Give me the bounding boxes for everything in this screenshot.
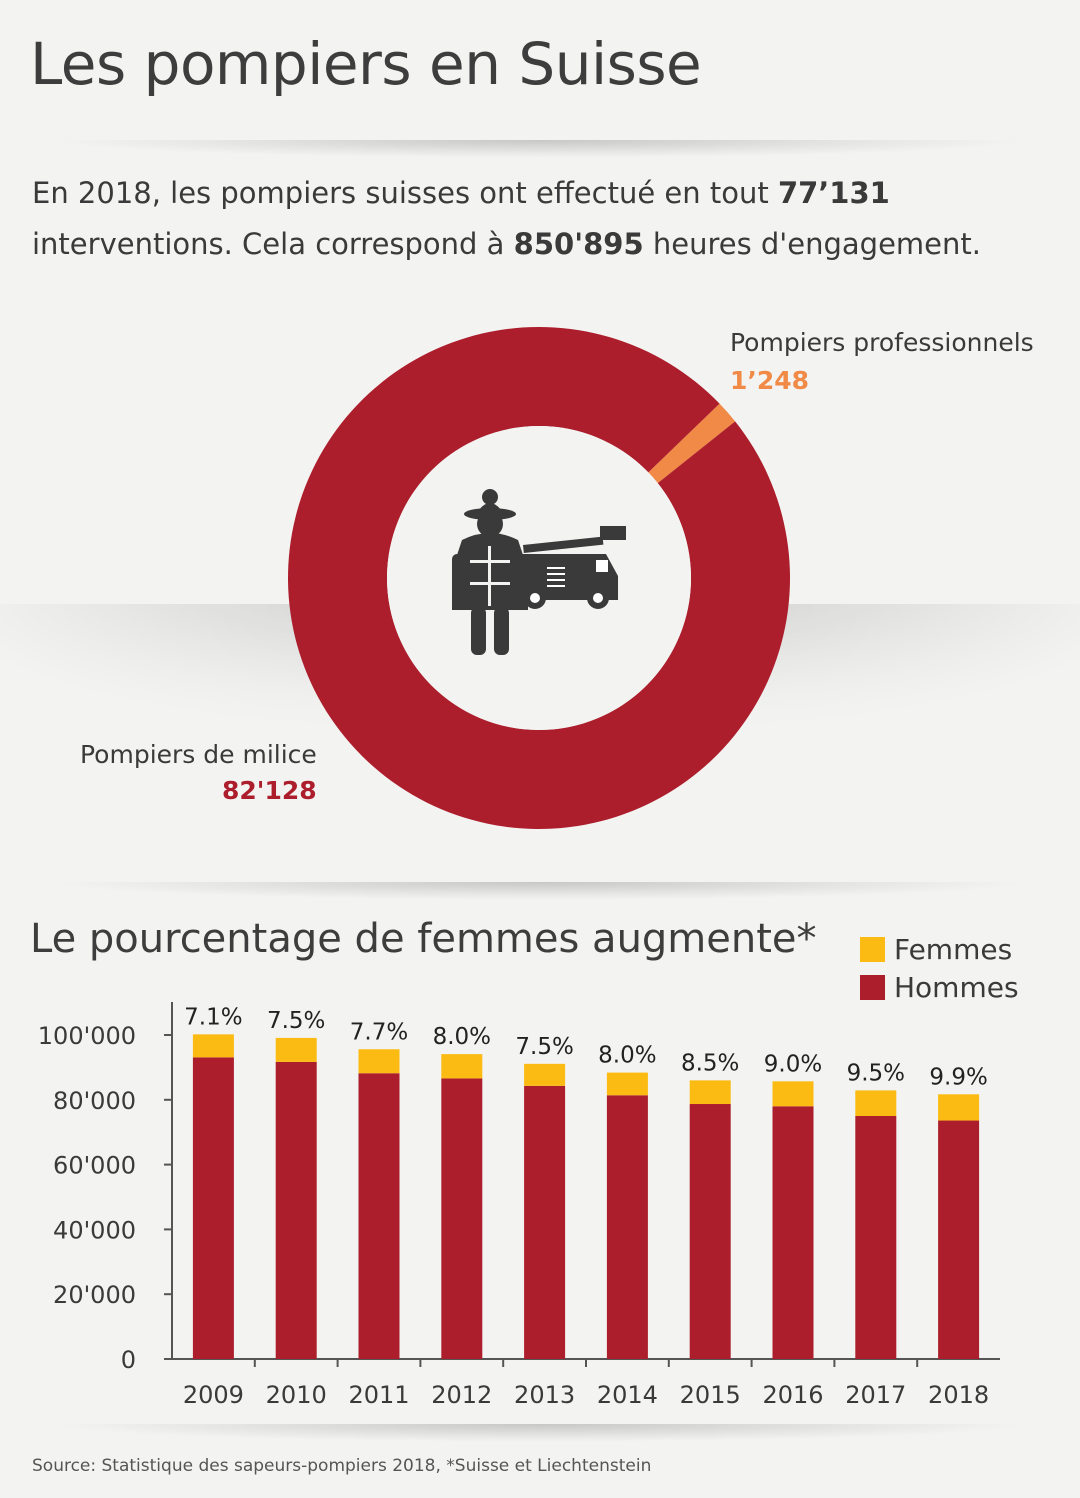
data-label-2010: 7.5% bbox=[267, 1008, 325, 1034]
donut-chart bbox=[288, 327, 790, 829]
interventions-count: 77’131 bbox=[777, 176, 890, 210]
bar-hommes-2011 bbox=[358, 1073, 400, 1359]
x-tick-label: 2018 bbox=[928, 1381, 989, 1409]
data-label-2017: 9.5% bbox=[847, 1060, 905, 1086]
page-title: Les pompiers en Suisse bbox=[30, 30, 702, 98]
data-label-2009: 7.1% bbox=[184, 1004, 242, 1030]
hours-count: 850'895 bbox=[513, 227, 644, 261]
data-label-2012: 8.0% bbox=[433, 1024, 491, 1050]
data-label-2011: 7.7% bbox=[350, 1019, 408, 1045]
legend-label-hommes: Hommes bbox=[894, 970, 1019, 1004]
x-tick-label: 2011 bbox=[348, 1381, 409, 1409]
y-tick-label: 60'000 bbox=[53, 1152, 136, 1180]
data-label-2013: 7.5% bbox=[515, 1034, 573, 1060]
x-tick-label: 2013 bbox=[514, 1381, 575, 1409]
data-label-2018: 9.9% bbox=[929, 1064, 987, 1090]
x-tick-label: 2012 bbox=[431, 1381, 492, 1409]
bar-chart: 0 20'000 40'000 60'000 80'000 100'000 7.1% 2009… bbox=[38, 1002, 1000, 1409]
bar-hommes-2017 bbox=[855, 1116, 897, 1359]
bar-femmes-2013 bbox=[524, 1063, 566, 1086]
bar-hommes-2015 bbox=[689, 1104, 731, 1359]
bar-femmes-2014 bbox=[606, 1072, 648, 1096]
x-tick-label: 2014 bbox=[597, 1381, 658, 1409]
bar-hommes-2018 bbox=[938, 1120, 980, 1359]
intro-text: En 2018, les pompiers suisses ont effect… bbox=[32, 168, 1032, 270]
data-label-2014: 8.0% bbox=[598, 1043, 656, 1069]
divider bbox=[50, 140, 1030, 158]
legend-label-femmes: Femmes bbox=[894, 932, 1013, 966]
divider bbox=[50, 1424, 1030, 1442]
bar-femmes-2016 bbox=[772, 1081, 814, 1107]
chart-title: Le pourcentage de femmes augmente* bbox=[30, 916, 817, 962]
legend-item-hommes: Hommes bbox=[860, 968, 1019, 1006]
pie-slice-milice bbox=[288, 327, 790, 829]
intro-part-3: heures d'engagement. bbox=[643, 227, 981, 261]
bar-femmes-2017 bbox=[855, 1090, 897, 1116]
bar-femmes-2018 bbox=[938, 1094, 980, 1121]
bar-femmes-2012 bbox=[441, 1054, 483, 1079]
bar-hommes-2013 bbox=[524, 1085, 566, 1359]
firefighter-with-fire-truck-icon bbox=[452, 489, 626, 655]
x-tick-label: 2016 bbox=[762, 1381, 823, 1409]
data-label-2016: 9.0% bbox=[764, 1051, 822, 1077]
y-tick-label: 20'000 bbox=[53, 1281, 136, 1309]
divider bbox=[50, 882, 1030, 900]
bar-femmes-2009 bbox=[192, 1034, 234, 1058]
legend-swatch-hommes bbox=[860, 974, 885, 1000]
milice-label: Pompiers de milice bbox=[80, 740, 317, 769]
x-tick-label: 2009 bbox=[183, 1381, 244, 1409]
y-tick-label: 80'000 bbox=[53, 1087, 136, 1115]
bar-hommes-2014 bbox=[606, 1095, 648, 1359]
bar-femmes-2011 bbox=[358, 1049, 400, 1074]
bar-hommes-2012 bbox=[441, 1078, 483, 1359]
intro-part-1: En 2018, les pompiers suisses ont effect… bbox=[32, 176, 778, 210]
legend: Femmes Hommes bbox=[860, 930, 1019, 1006]
legend-item-femmes: Femmes bbox=[860, 930, 1019, 968]
x-tick-label: 2015 bbox=[680, 1381, 741, 1409]
bar-femmes-2010 bbox=[275, 1037, 317, 1062]
y-tick-label: 0 bbox=[121, 1346, 136, 1374]
bar-hommes-2016 bbox=[772, 1106, 814, 1359]
legend-swatch-femmes bbox=[860, 936, 885, 962]
data-label-2015: 8.5% bbox=[681, 1050, 739, 1076]
pie-slice-professionnels bbox=[648, 403, 736, 484]
source-note: Source: Statistique des sapeurs-pompiers… bbox=[32, 1456, 652, 1476]
y-tick-label: 40'000 bbox=[53, 1216, 136, 1244]
x-tick-label: 2017 bbox=[845, 1381, 906, 1409]
professionnels-value: 1’248 bbox=[730, 366, 810, 395]
bar-femmes-2015 bbox=[689, 1080, 731, 1105]
intro-part-2: interventions. Cela correspond à bbox=[32, 227, 514, 261]
bar-hommes-2010 bbox=[275, 1061, 317, 1359]
professionnels-label: Pompiers professionnels bbox=[730, 328, 1034, 357]
milice-value: 82'128 bbox=[222, 776, 317, 805]
x-tick-label: 2010 bbox=[266, 1381, 327, 1409]
y-tick-label: 100'000 bbox=[38, 1022, 136, 1050]
bar-hommes-2009 bbox=[192, 1057, 234, 1359]
